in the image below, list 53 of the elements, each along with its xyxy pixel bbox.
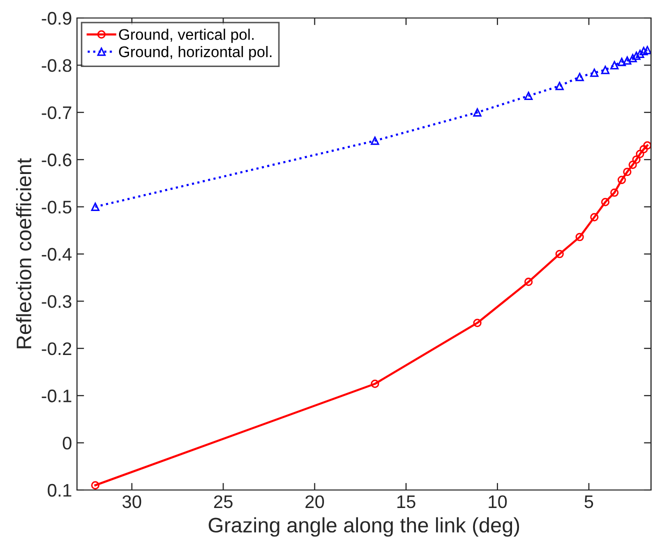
point bbox=[640, 145, 648, 154]
point bbox=[632, 52, 641, 60]
x-tick-label: 5 bbox=[584, 496, 594, 508]
x-tick-label: 30 bbox=[122, 495, 142, 508]
point bbox=[618, 58, 626, 66]
point bbox=[524, 92, 533, 100]
point bbox=[555, 82, 564, 90]
x-tick-label: 15 bbox=[397, 496, 416, 508]
x-tick-label: 10 bbox=[488, 495, 507, 508]
point bbox=[370, 380, 380, 388]
point bbox=[91, 481, 100, 490]
point bbox=[576, 72, 584, 82]
point bbox=[623, 56, 632, 65]
point bbox=[601, 66, 610, 74]
legend-label: Ground, vertical pol. bbox=[119, 28, 254, 43]
point bbox=[91, 202, 100, 211]
point bbox=[590, 213, 598, 222]
point bbox=[601, 198, 610, 206]
point bbox=[370, 136, 380, 145]
y-tick-label: -0.6 bbox=[42, 154, 72, 166]
y-axis-title: Reflection coefficient bbox=[16, 158, 32, 348]
point bbox=[632, 155, 641, 164]
y-tick-label: -0.1 bbox=[42, 390, 72, 402]
point bbox=[636, 50, 644, 58]
y-tick-label: -0.4 bbox=[42, 248, 72, 261]
point bbox=[473, 108, 482, 117]
y-tick-label: -0.8 bbox=[42, 59, 72, 72]
x-tick-label: 20 bbox=[306, 495, 324, 508]
y-tick-label: -0.3 bbox=[42, 295, 72, 308]
point bbox=[640, 46, 648, 56]
point bbox=[576, 232, 584, 242]
x-axis-title: Grazing angle along the link (deg) bbox=[208, 517, 520, 537]
point bbox=[555, 250, 564, 258]
y-tick-label: -0.2 bbox=[42, 342, 72, 356]
y-tick-label: -0.7 bbox=[42, 106, 72, 120]
point bbox=[643, 141, 651, 150]
point bbox=[473, 318, 482, 328]
y-tick-label: 0 bbox=[62, 436, 72, 450]
legend-label: Ground, horizontal pol. bbox=[119, 46, 272, 60]
point bbox=[610, 188, 619, 197]
point bbox=[623, 168, 632, 176]
point bbox=[590, 68, 598, 77]
point bbox=[610, 61, 619, 70]
point bbox=[524, 278, 533, 286]
y-tick-label: 0.1 bbox=[48, 484, 72, 497]
x-tick-label: 25 bbox=[214, 495, 233, 508]
y-tick-label: -0.5 bbox=[42, 200, 72, 214]
y-tick-label: -0.9 bbox=[42, 12, 72, 25]
point bbox=[636, 150, 644, 158]
point bbox=[618, 176, 626, 184]
point bbox=[643, 46, 651, 54]
point bbox=[628, 54, 637, 62]
point bbox=[628, 160, 637, 169]
